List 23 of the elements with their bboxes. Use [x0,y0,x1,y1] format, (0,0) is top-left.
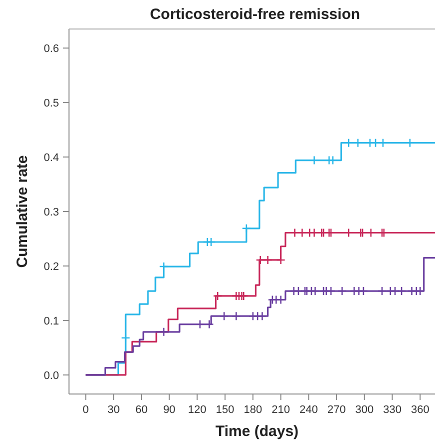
y-tick-label: 0.2 [44,260,59,273]
y-tick-label: 0.1 [44,315,59,328]
x-tick-label: 60 [135,404,148,416]
x-tick-label: 270 [327,404,346,416]
x-tick-label: 90 [163,404,176,416]
x-tick-label: 240 [299,404,318,416]
y-tick-label: 0.4 [44,152,59,164]
x-axis-title: Time (days) [215,423,299,440]
x-tick-label: 360 [410,404,430,416]
chart-title: Corticosteroid-free remission [150,6,360,23]
y-axis-title: Cumulative rate [14,155,31,268]
x-tick-label: 210 [272,404,290,416]
x-tick-label: 150 [216,404,234,416]
x-tick-label: 120 [188,404,206,416]
y-tick-label: 0.6 [44,42,59,55]
x-tick-label: 330 [383,404,402,416]
x-tick-label: 300 [355,404,374,416]
y-tick-label: 0.0 [44,370,59,382]
y-tick-label: 0.5 [44,97,59,110]
x-tick-label: 30 [107,404,120,416]
x-tick-label: 0 [82,404,89,416]
x-tick-label: 180 [244,404,262,416]
y-tick-label: 0.3 [44,206,59,218]
